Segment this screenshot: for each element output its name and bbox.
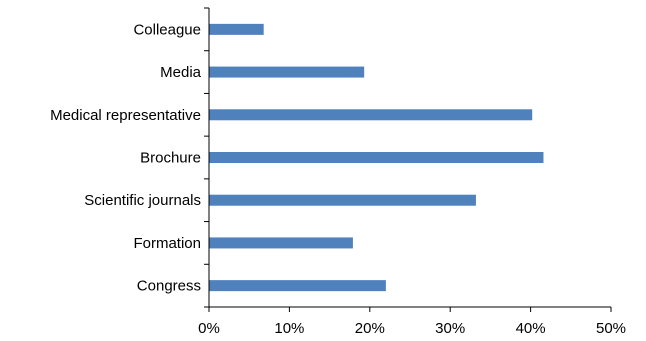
bar-medical-representative	[209, 109, 533, 121]
bar-media	[209, 66, 365, 78]
category-label-scientific-journals: Scientific journals	[84, 192, 201, 209]
x-tick-label: 0%	[198, 320, 220, 337]
category-label-medical-representative: Medical representative	[50, 107, 201, 124]
x-tick-label: 40%	[516, 320, 546, 337]
x-tick-label: 30%	[435, 320, 465, 337]
x-tick-label: 10%	[274, 320, 304, 337]
bar-formation	[209, 237, 353, 249]
category-label-formation: Formation	[133, 235, 201, 252]
bar-congress	[209, 280, 386, 292]
labels-group: Colleague Media Medical representative Broc…	[50, 21, 626, 337]
bar-colleague	[209, 23, 264, 35]
bar-brochure	[209, 152, 544, 163]
category-label-congress: Congress	[137, 278, 201, 295]
axes-group	[204, 7, 612, 312]
category-label-brochure: Brochure	[140, 150, 201, 167]
x-tick-label: 50%	[596, 320, 626, 337]
category-label-media: Media	[160, 64, 202, 81]
category-label-colleague: Colleague	[133, 21, 201, 38]
x-tick-label: 20%	[355, 320, 385, 337]
bar-scientific-journals	[209, 194, 476, 206]
bars-group	[209, 23, 544, 292]
